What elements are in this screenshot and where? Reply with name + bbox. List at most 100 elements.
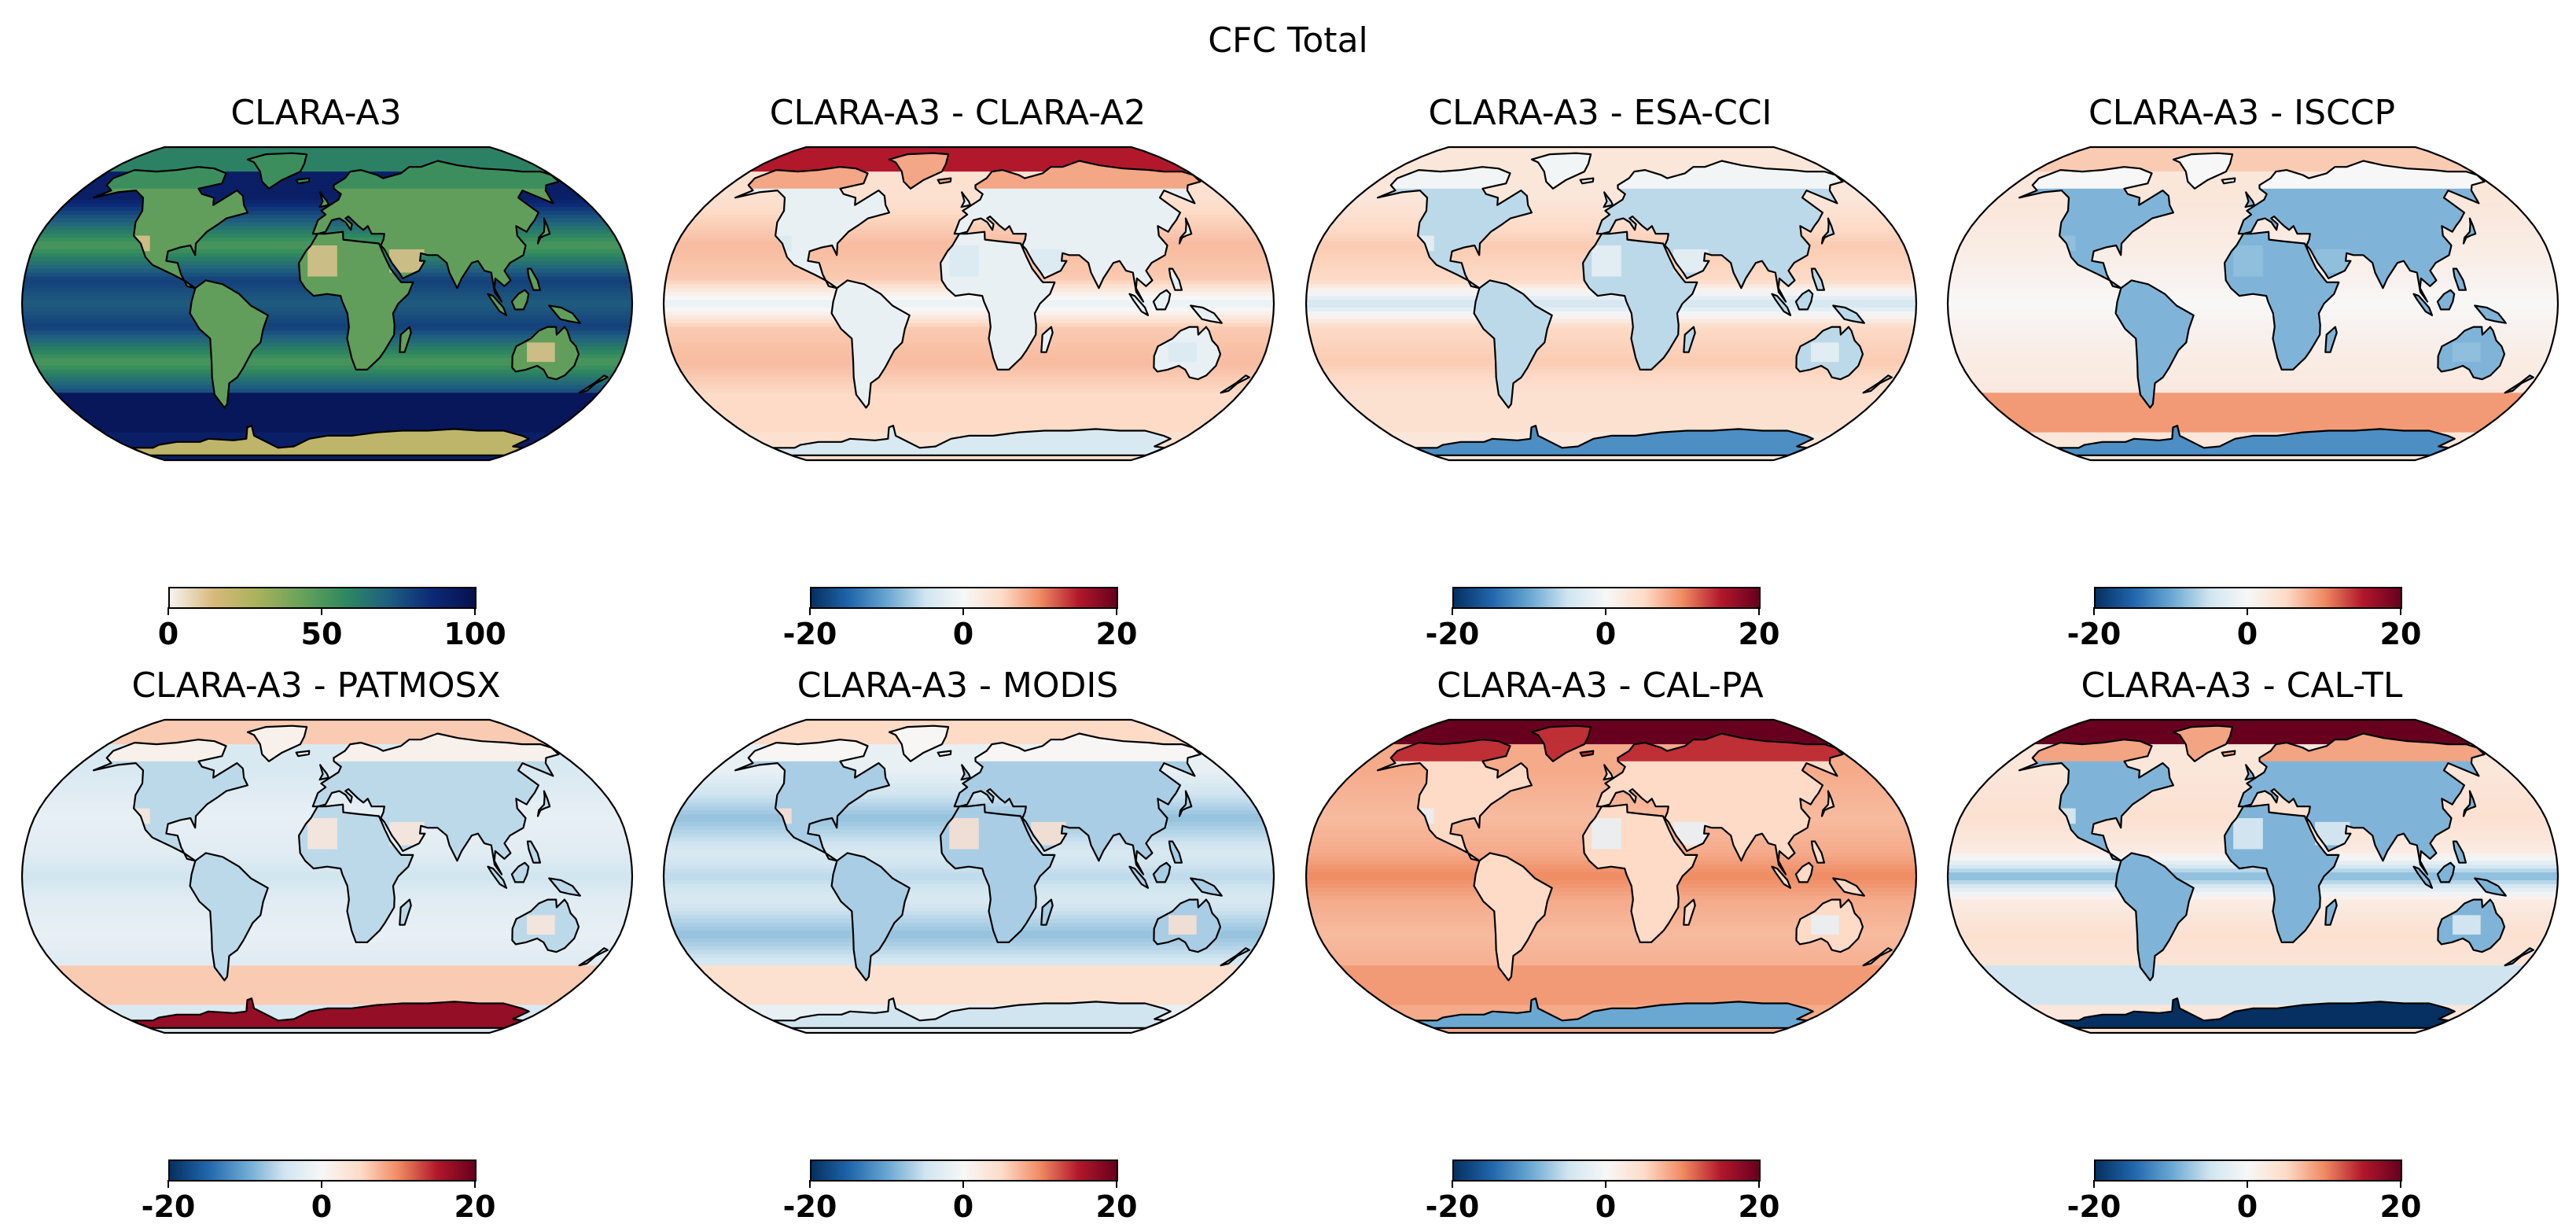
colorbar-tick	[2093, 607, 2095, 615]
ocean-band	[1948, 457, 2558, 459]
ocean-band	[1948, 735, 2558, 739]
ocean-band	[1306, 171, 1916, 175]
ocean-band	[1306, 393, 1916, 397]
ocean-band	[664, 747, 1274, 752]
colorbar-tick-label: -20	[782, 617, 837, 651]
ocean-band	[664, 377, 1274, 382]
land-band	[1378, 178, 1892, 184]
figure-title: CFC Total	[1208, 20, 1368, 61]
land-band	[2019, 1006, 2534, 1012]
ocean-band	[1306, 747, 1916, 752]
ocean-band	[664, 961, 1274, 966]
land-band	[94, 448, 608, 452]
colorbar	[168, 1159, 477, 1182]
ocean-band	[664, 400, 1274, 405]
ocean-band	[664, 362, 1274, 367]
ocean-band	[1948, 407, 2558, 412]
ocean-band	[1948, 729, 2558, 733]
map-outline	[20, 718, 634, 1034]
ocean-band	[1306, 1030, 1916, 1032]
land-band	[94, 911, 608, 918]
ocean-band	[1948, 991, 2558, 996]
ocean-band	[1948, 911, 2558, 916]
ocean-band	[1306, 315, 1916, 320]
land-band	[2019, 188, 2534, 195]
ocean-band	[664, 432, 1274, 437]
land-band	[735, 315, 1249, 322]
land-band	[1378, 263, 1892, 270]
land-band	[735, 448, 1249, 452]
ocean-band	[22, 991, 632, 996]
land-band	[2019, 443, 2534, 448]
colorbar-tick	[2247, 1180, 2248, 1188]
ocean-band	[664, 965, 1274, 970]
map-panel: CLARA-A3 - PATMOSX -20 0 20	[9, 665, 634, 1224]
land-band	[1378, 911, 1892, 918]
ocean-band	[1948, 304, 2558, 308]
ocean-band	[1306, 432, 1916, 437]
ocean-band	[664, 311, 1274, 316]
ocean-band	[1948, 400, 2558, 405]
land-band	[2019, 858, 2534, 865]
land-band	[94, 750, 608, 757]
land-band	[1378, 268, 1892, 275]
land-band	[735, 333, 1249, 339]
ocean-band	[1306, 175, 1916, 179]
land-band	[735, 887, 1249, 894]
land-band	[94, 304, 608, 310]
land-band	[2019, 333, 2534, 339]
ocean-band	[22, 961, 632, 966]
land-band	[2019, 205, 2534, 212]
land-band	[735, 194, 1249, 201]
ocean-band	[1306, 426, 1916, 430]
land-band	[2019, 756, 2534, 762]
ocean-band	[1306, 404, 1916, 408]
colorbar-tick-label: 20	[1095, 1189, 1138, 1224]
ocean-band	[22, 192, 632, 197]
ocean-band	[1948, 346, 2558, 351]
ocean-band	[1948, 876, 2558, 881]
land-band	[2019, 251, 2534, 258]
ocean-band	[1306, 923, 1916, 927]
land-band	[2019, 183, 2534, 190]
ocean-band	[664, 366, 1274, 371]
ocean-band	[1948, 935, 2558, 939]
land-band	[94, 905, 608, 912]
ocean-band	[1306, 148, 1916, 151]
ocean-band	[22, 722, 632, 725]
ocean-band	[1306, 961, 1916, 966]
ocean-band	[1306, 972, 1916, 978]
ocean-band	[664, 720, 1274, 722]
land-band	[94, 870, 608, 877]
land-band	[2019, 812, 2534, 819]
ocean-band	[1306, 385, 1916, 389]
ocean-band	[664, 175, 1274, 179]
ocean-band	[22, 802, 632, 807]
ocean-band	[1948, 330, 2558, 335]
ocean-band	[1948, 750, 2558, 755]
ocean-band	[1948, 362, 2558, 367]
land-band	[1378, 448, 1892, 452]
land-band	[735, 761, 1249, 768]
ocean-band	[22, 178, 632, 182]
ocean-band	[1948, 919, 2558, 924]
land-band	[735, 183, 1249, 190]
ocean-band	[22, 946, 632, 951]
map-panel: CLARA-A3 - ESA-CCI -20 0 20	[1294, 93, 1918, 651]
ocean-band	[1948, 381, 2558, 386]
ocean-band	[664, 903, 1274, 908]
ocean-band	[1306, 987, 1916, 992]
ocean-band	[1948, 722, 2558, 725]
ocean-band	[1306, 876, 1916, 881]
ocean-band	[22, 429, 632, 433]
ocean-band	[664, 957, 1274, 962]
desert-patch	[2453, 342, 2481, 363]
land-band	[735, 275, 1249, 281]
colorbar-tick	[1452, 1180, 1453, 1188]
land-band	[735, 853, 1249, 860]
land-band	[2019, 1011, 2534, 1017]
ocean-band	[1948, 744, 2558, 748]
ocean-band	[1306, 750, 1916, 755]
ocean-band	[1306, 735, 1916, 739]
ocean-band	[22, 927, 632, 931]
